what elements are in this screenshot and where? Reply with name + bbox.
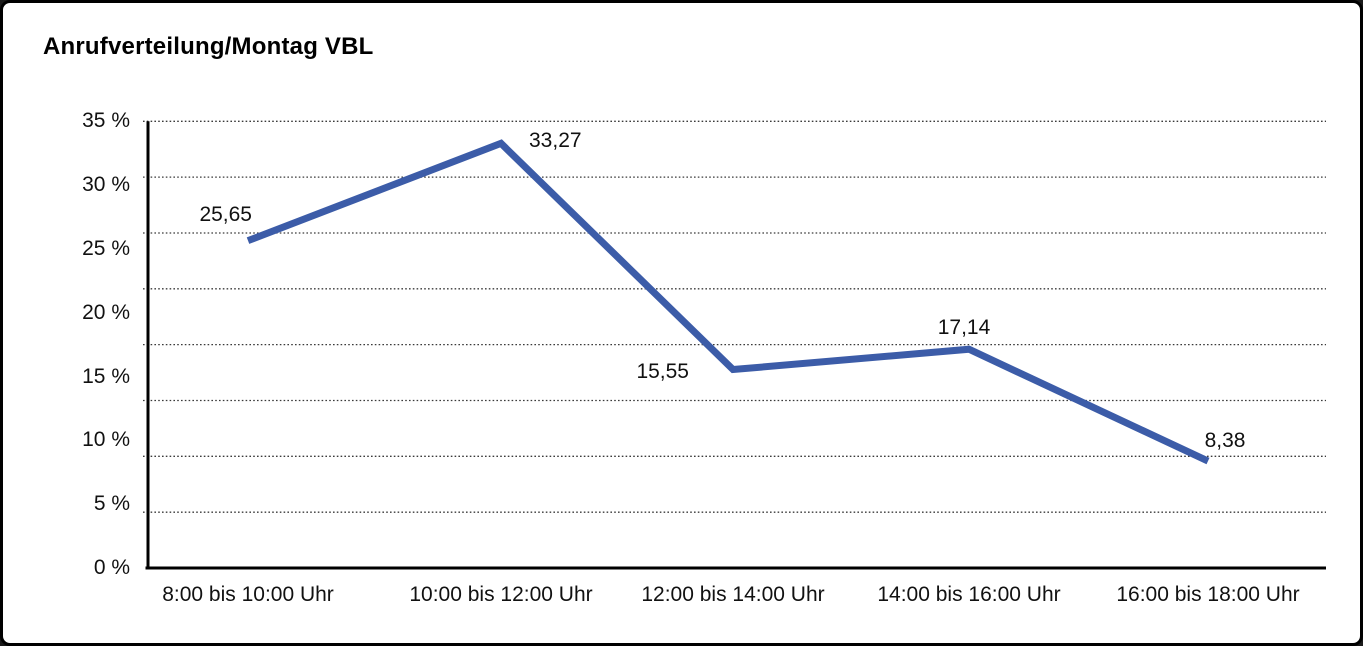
data-point-label: 17,14 [937,316,991,340]
y-axis-tick-label: 5 % [93,492,130,516]
x-axis-category-label: 10:00 bis 12:00 Uhr [409,583,593,606]
x-axis-category-label: 12:00 bis 14:00 Uhr [641,583,825,606]
y-axis-tick-label: 0 % [93,556,130,579]
plot-gridlines [143,120,1326,513]
y-axis-tick-label: 10 % [82,428,130,452]
x-axis-category-label: 8:00 bis 10:00 Uhr [162,583,334,606]
data-line [246,139,1210,465]
chart-title: Anrufverteilung/Montag VBL [43,33,374,60]
data-point-label: 33,27 [529,129,582,153]
y-axis-tick-label: 35 % [82,109,130,133]
data-point-label: 25,65 [199,202,252,226]
y-axis-tick-label: 20 % [82,300,130,324]
data-point-label: 15,55 [636,359,689,383]
y-axis-tick-label: 15 % [82,364,130,388]
plot-axes [145,121,1326,570]
line-chart-plot [143,120,1326,570]
data-point-label: 8,38 [1204,429,1246,453]
y-axis-tick-label: 30 % [82,173,130,197]
y-axis-tick-label: 25 % [82,236,130,260]
x-axis-category-label: 16:00 bis 18:00 Uhr [1116,583,1300,606]
x-axis-category-label: 14:00 bis 16:00 Uhr [877,583,1061,606]
